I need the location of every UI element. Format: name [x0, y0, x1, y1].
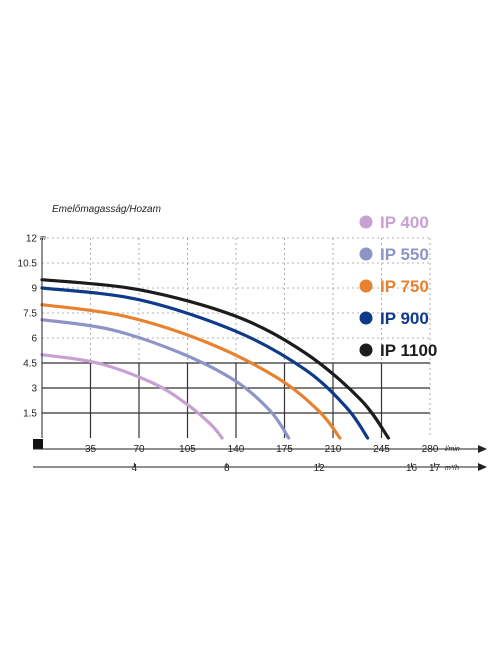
series-curve-4 — [40, 278, 390, 440]
y-tick-label-1: 3 — [31, 384, 37, 395]
series-curve-0 — [40, 353, 224, 440]
y-axis-unit: m — [40, 235, 46, 242]
y-tick-label-2: 4.5 — [23, 359, 37, 370]
axes-layer: Emelőmagasság/Hozam m l/min m³/h 3570105… — [18, 204, 487, 474]
x2-tick-label-0: 4 — [132, 463, 138, 474]
legend: IP 400 IP 550 IP 750 IP 900 IP 1100 — [359, 213, 437, 360]
x2-tick-label-1: 8 — [224, 463, 230, 474]
legend-dot-4 — [359, 343, 373, 357]
legend-dot-1 — [359, 247, 373, 261]
series-curve-1 — [40, 318, 291, 440]
y-tick-label-7: 12 — [26, 234, 38, 245]
legend-dot-0 — [359, 215, 373, 229]
y-tick-label-0: 1.5 — [23, 409, 37, 420]
x2-tick-label-3: 16 — [406, 463, 418, 474]
curves-layer — [40, 278, 390, 440]
legend-label-1: IP 550 — [380, 245, 429, 264]
legend-label-4: IP 1100 — [380, 341, 437, 360]
x2-tick-label-2: 12 — [314, 463, 326, 474]
y-tick-label-6: 10.5 — [18, 259, 38, 270]
legend-label-2: IP 750 — [380, 277, 429, 296]
x-axis-arrow — [478, 445, 487, 453]
legend-label-3: IP 900 — [380, 309, 429, 328]
series-curve-2 — [40, 303, 342, 440]
legend-label-0: IP 400 — [380, 213, 429, 232]
legend-dot-3 — [359, 311, 373, 325]
origin-marker — [33, 439, 43, 449]
chart-title: Emelőmagasság/Hozam — [52, 204, 161, 215]
x2-tick-label-4: 17 — [429, 463, 441, 474]
y-tick-label-4: 7.5 — [23, 309, 37, 320]
secondary-x-axis-unit: m³/h — [445, 465, 459, 472]
grid-layer — [42, 237, 431, 438]
y-tick-label-3: 6 — [31, 334, 37, 345]
x2-axis-arrow — [478, 463, 487, 471]
y-tick-label-5: 9 — [31, 284, 37, 295]
legend-dot-2 — [359, 279, 373, 293]
series-curve-3 — [40, 286, 370, 440]
